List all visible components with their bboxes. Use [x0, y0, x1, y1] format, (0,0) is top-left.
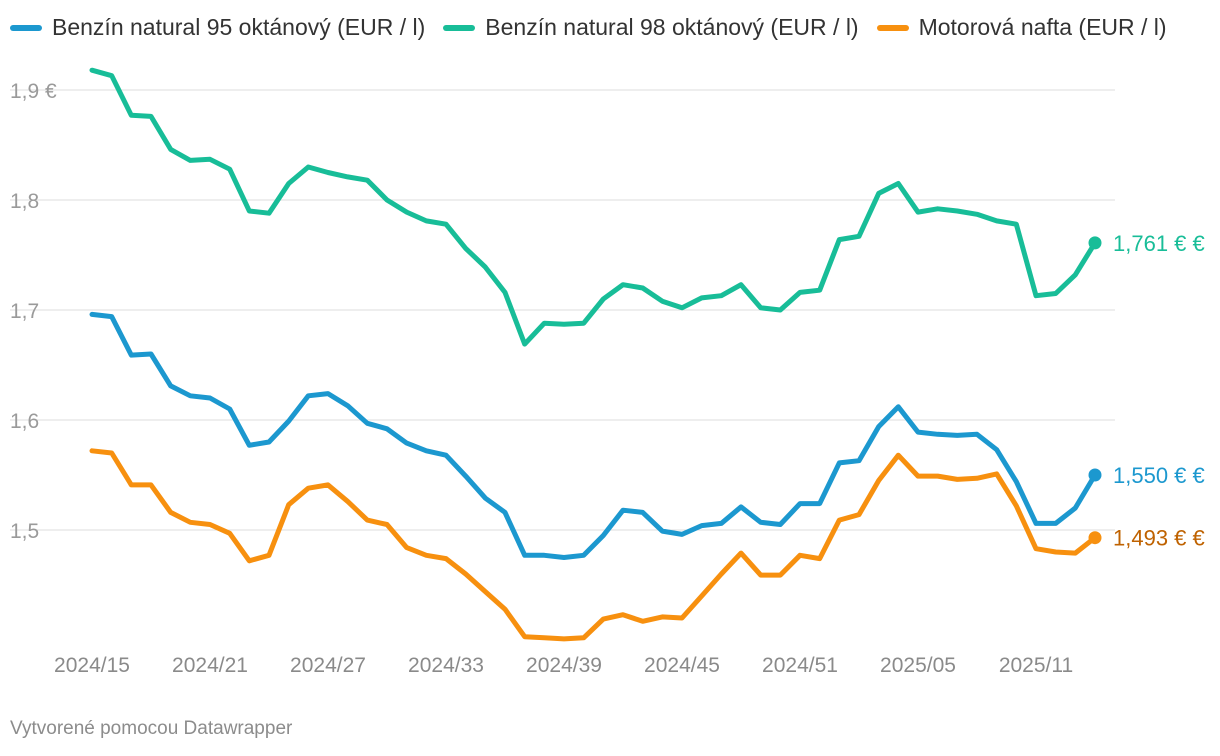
x-tick-label: 2024/27: [290, 654, 366, 677]
x-tick-label: 2025/05: [880, 654, 956, 677]
x-tick-label: 2024/45: [644, 654, 720, 677]
x-tick-label: 2024/21: [172, 654, 248, 677]
x-tick-label: 2024/39: [526, 654, 602, 677]
y-tick-label: 1,9 €: [10, 80, 57, 103]
legend-item-diesel: Motorová nafta (EUR / l): [876, 14, 1167, 41]
x-axis-ticks: 2024/15 2024/21 2024/27 2024/33 2024/39 2024/…: [54, 654, 1073, 677]
x-tick-label: 2024/33: [408, 654, 484, 677]
end-point-diesel: [1088, 531, 1102, 545]
end-point-natural-98: [1088, 236, 1102, 250]
end-point-natural-95: [1088, 468, 1102, 482]
legend-label-natural-95: Benzín natural 95 oktánový (EUR / l): [52, 14, 426, 40]
y-tick-label: 1,6: [10, 410, 39, 433]
chart-legend: Benzín natural 95 oktánový (EUR / l) Ben…: [10, 14, 1167, 41]
legend-swatch-natural-98: [443, 24, 476, 31]
legend-item-natural-95: Benzín natural 95 oktánový (EUR / l): [10, 14, 425, 41]
series-line-natural-95: [89, 311, 1098, 560]
y-axis-ticks: 1,5 1,6 1,7 1,8 1,9 €: [10, 80, 57, 543]
end-label-natural-95: 1,550 € €: [1113, 463, 1205, 488]
end-label-natural-98: 1,761 € €: [1113, 231, 1205, 256]
x-tick-label: 2025/11: [999, 654, 1073, 677]
y-tick-label: 1,7: [10, 300, 39, 323]
legend-label-natural-98: Benzín natural 98 oktánový (EUR / l): [485, 14, 859, 40]
y-tick-label: 1,5: [10, 520, 39, 543]
y-tick-label: 1,8: [10, 190, 39, 213]
legend-label-diesel: Motorová nafta (EUR / l): [918, 14, 1167, 40]
series-end-points: 1,550 € € 1,761 € € 1,493 € €: [1088, 231, 1205, 551]
end-label-diesel: 1,493 € €: [1113, 526, 1205, 551]
series-line-natural-98: [89, 67, 1098, 347]
grid-lines: [10, 89, 1115, 531]
series-lines: [89, 67, 1098, 642]
legend-swatch-natural-95: [10, 24, 42, 31]
legend-item-natural-98: Benzín natural 98 oktánový (EUR / l): [443, 14, 859, 41]
series-line-diesel: [89, 448, 1098, 642]
x-tick-label: 2024/15: [54, 654, 130, 677]
x-tick-label: 2024/51: [762, 654, 838, 677]
footer-credit: Vytvorené pomocou Datawrapper: [10, 718, 293, 739]
legend-swatch-diesel: [876, 24, 909, 31]
